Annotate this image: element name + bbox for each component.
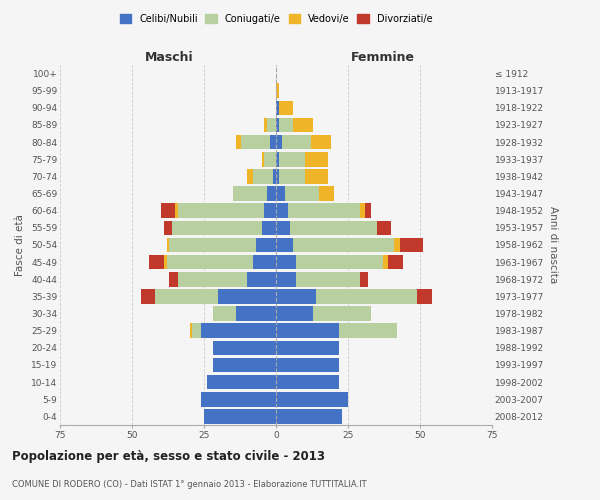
Bar <box>178 272 247 286</box>
Bar <box>262 220 276 235</box>
Bar <box>253 169 273 184</box>
Bar <box>296 255 383 270</box>
Bar <box>388 255 403 270</box>
Y-axis label: Fasce di età: Fasce di età <box>16 214 25 276</box>
Bar <box>276 84 279 98</box>
Bar <box>190 324 193 338</box>
Bar <box>279 118 293 132</box>
Bar <box>276 392 348 406</box>
Bar <box>276 152 279 166</box>
Bar <box>164 255 167 270</box>
Bar <box>247 169 253 184</box>
Bar <box>172 220 262 235</box>
Bar <box>276 100 279 115</box>
Bar <box>287 204 359 218</box>
Legend: Celibi/Nubili, Coniugati/e, Vedovi/e, Divorziati/e: Celibi/Nubili, Coniugati/e, Vedovi/e, Di… <box>116 10 436 28</box>
Bar <box>276 358 340 372</box>
Bar <box>276 204 287 218</box>
Bar <box>276 238 293 252</box>
Text: Maschi: Maschi <box>145 51 194 64</box>
Bar <box>276 289 316 304</box>
Y-axis label: Anni di nascita: Anni di nascita <box>548 206 558 284</box>
Bar <box>319 186 334 201</box>
Bar <box>276 186 284 201</box>
Bar <box>270 135 276 150</box>
Text: Femmine: Femmine <box>350 51 415 64</box>
Bar <box>311 135 331 150</box>
Bar <box>201 392 276 406</box>
Bar <box>400 238 423 252</box>
Bar <box>279 100 293 115</box>
Bar <box>167 238 169 252</box>
Bar <box>305 152 328 166</box>
Bar <box>282 135 311 150</box>
Bar <box>161 204 175 218</box>
Bar <box>276 255 296 270</box>
Bar <box>279 152 305 166</box>
Bar <box>233 186 268 201</box>
Bar <box>169 272 178 286</box>
Bar <box>296 272 359 286</box>
Bar <box>175 204 178 218</box>
Bar <box>268 186 276 201</box>
Bar <box>316 289 417 304</box>
Bar <box>377 220 391 235</box>
Bar <box>276 169 279 184</box>
Bar <box>169 238 256 252</box>
Bar <box>417 289 431 304</box>
Bar <box>256 238 276 252</box>
Bar <box>313 306 371 321</box>
Bar <box>164 220 172 235</box>
Bar <box>359 272 368 286</box>
Bar <box>276 375 340 390</box>
Bar <box>212 340 276 355</box>
Bar <box>293 238 394 252</box>
Bar <box>212 358 276 372</box>
Bar <box>178 204 265 218</box>
Text: Popolazione per età, sesso e stato civile - 2013: Popolazione per età, sesso e stato civil… <box>12 450 325 463</box>
Bar <box>276 135 282 150</box>
Bar <box>383 255 388 270</box>
Bar <box>212 306 236 321</box>
Bar <box>236 306 276 321</box>
Bar <box>268 118 276 132</box>
Text: COMUNE DI RODERO (CO) - Dati ISTAT 1° gennaio 2013 - Elaborazione TUTTITALIA.IT: COMUNE DI RODERO (CO) - Dati ISTAT 1° ge… <box>12 480 367 489</box>
Bar <box>305 169 328 184</box>
Bar <box>265 204 276 218</box>
Bar <box>204 409 276 424</box>
Bar <box>276 118 279 132</box>
Bar <box>253 255 276 270</box>
Bar <box>155 289 218 304</box>
Bar <box>265 118 268 132</box>
Bar <box>149 255 164 270</box>
Bar <box>293 118 313 132</box>
Bar <box>236 135 241 150</box>
Bar <box>279 169 305 184</box>
Bar <box>276 220 290 235</box>
Bar <box>359 204 365 218</box>
Bar <box>207 375 276 390</box>
Bar <box>247 272 276 286</box>
Bar <box>273 169 276 184</box>
Bar <box>365 204 371 218</box>
Bar <box>201 324 276 338</box>
Bar <box>276 324 340 338</box>
Bar <box>140 289 155 304</box>
Bar <box>167 255 253 270</box>
Bar <box>394 238 400 252</box>
Bar <box>262 152 265 166</box>
Bar <box>276 272 296 286</box>
Bar <box>218 289 276 304</box>
Bar <box>276 306 313 321</box>
Bar <box>276 340 340 355</box>
Bar <box>276 409 342 424</box>
Bar <box>284 186 319 201</box>
Bar <box>340 324 397 338</box>
Bar <box>241 135 270 150</box>
Bar <box>193 324 201 338</box>
Bar <box>265 152 276 166</box>
Bar <box>290 220 377 235</box>
